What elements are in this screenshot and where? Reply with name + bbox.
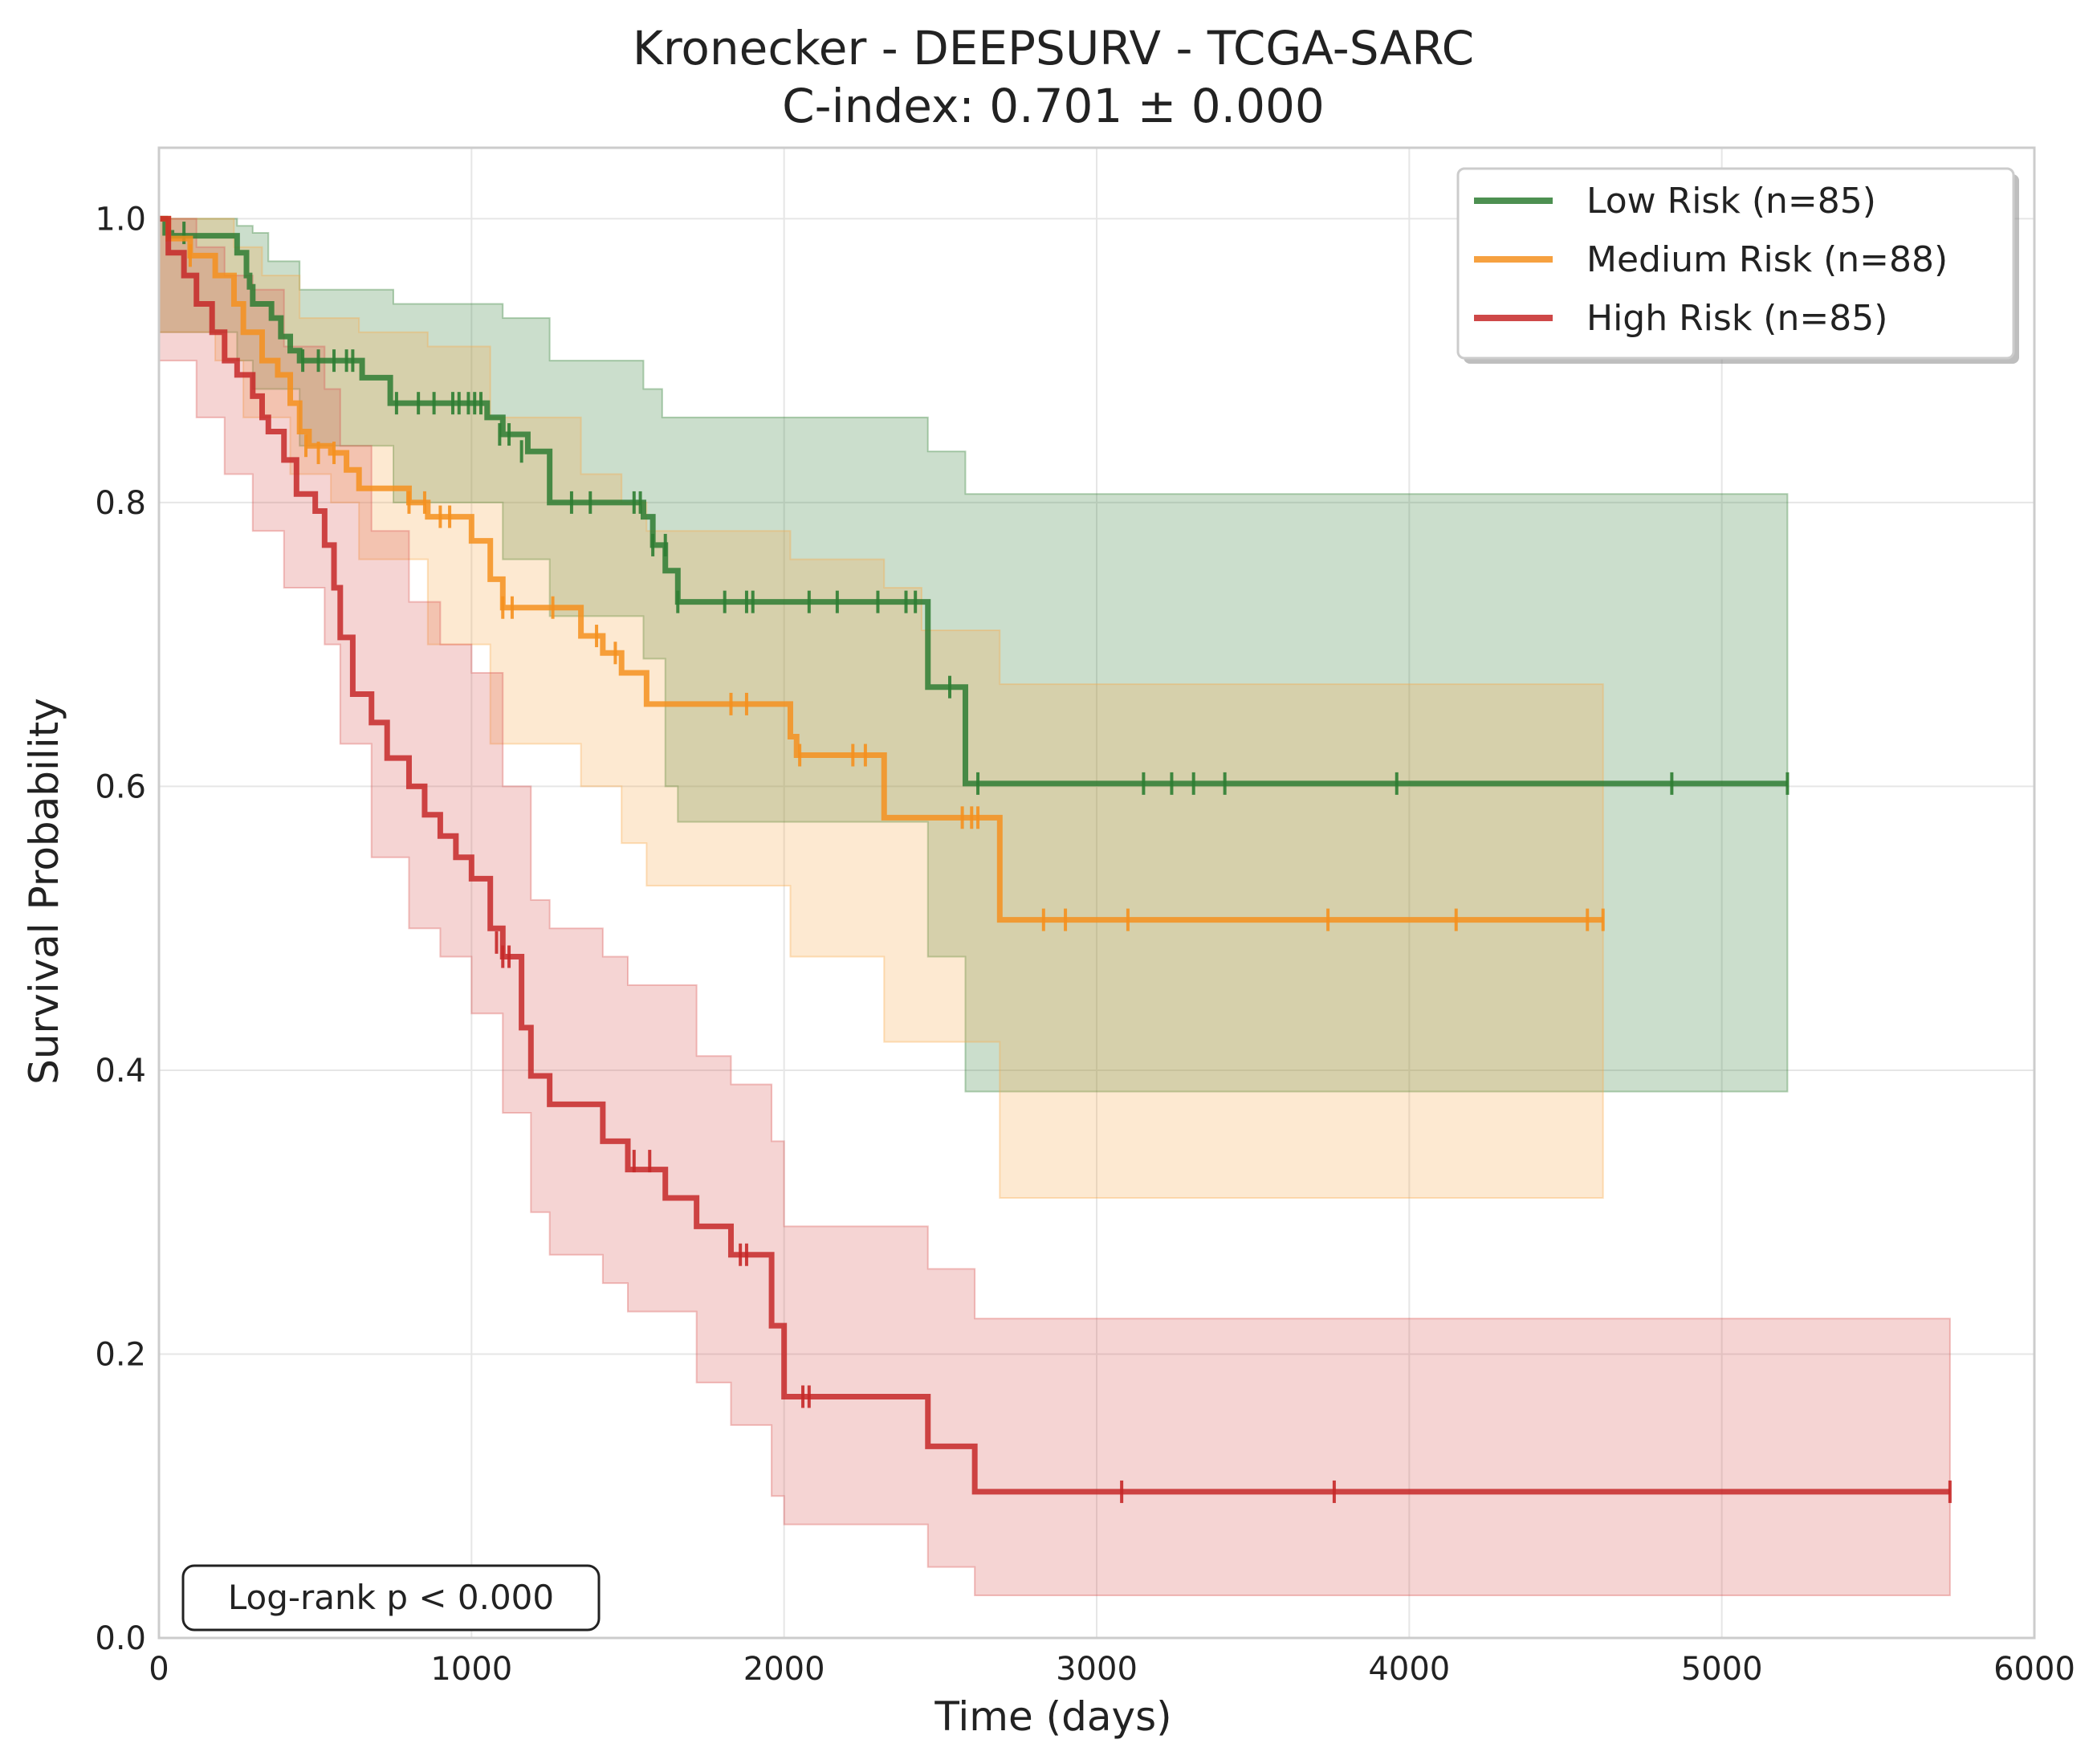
plot-frame: [157, 146, 2036, 1640]
x-tick-label: 6000: [1993, 1651, 2075, 1688]
y-tick-label: 0.6: [95, 768, 146, 805]
legend-label-0: Low Risk (n=85): [1586, 181, 1876, 222]
legend-label-1: Medium Risk (n=88): [1586, 239, 1948, 280]
x-axis-label: Time (days): [934, 1693, 1171, 1740]
y-tick-label: 0.0: [95, 1620, 146, 1657]
y-tick-label: 0.2: [95, 1336, 146, 1373]
survival-curve-1: [159, 215, 1603, 923]
y-axis-label: Survival Probability: [21, 698, 67, 1085]
legend-box: [1456, 167, 2015, 360]
y-tick-label: 0.4: [95, 1053, 146, 1090]
ci-band-1: [158, 218, 1604, 1200]
legend-label-2: High Risk (n=85): [1586, 298, 1887, 339]
x-tick-label: 1000: [430, 1651, 512, 1688]
x-tick-label: 0: [149, 1651, 169, 1688]
chart-subtitle: C-index: 0.701 ± 0.000: [782, 79, 1325, 133]
y-tick-label: 0.8: [95, 485, 146, 522]
y-tick-label: 1.0: [95, 201, 146, 238]
logrank-annotation: Log-rank p < 0.000: [228, 1578, 554, 1617]
plot-area: 0 1000 2000 3000 4000 5000 6000 0.0 0.2 0.4 0.6 0.8…: [95, 146, 2075, 1688]
x-tick-label: 2000: [743, 1651, 825, 1688]
x-tick-label: 3000: [1056, 1651, 1138, 1688]
x-tick-label: 5000: [1681, 1651, 1763, 1688]
logrank-annotation-box: [181, 1564, 601, 1632]
x-tick-label: 4000: [1368, 1651, 1450, 1688]
survival-curve-2: [159, 215, 1950, 1495]
chart-title: Kronecker - DEEPSURV - TCGA-SARC: [633, 21, 1474, 75]
ci-band-2: [158, 218, 1951, 1596]
ci-band-0: [158, 218, 1789, 1093]
